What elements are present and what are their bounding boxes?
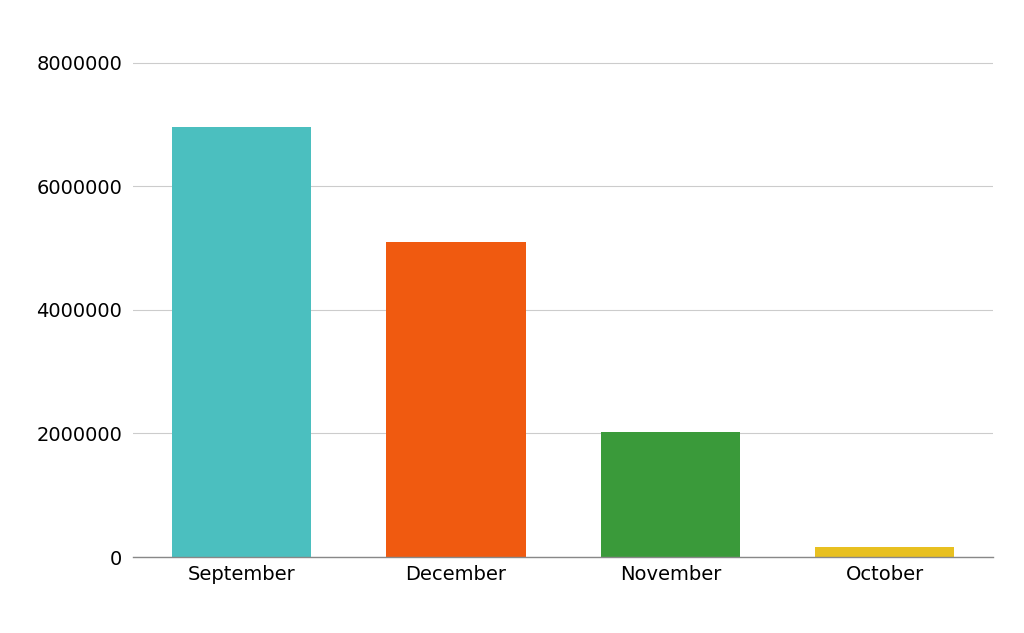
Bar xyxy=(601,432,740,557)
Bar xyxy=(172,127,311,557)
Bar xyxy=(386,242,525,557)
Bar xyxy=(815,546,954,557)
